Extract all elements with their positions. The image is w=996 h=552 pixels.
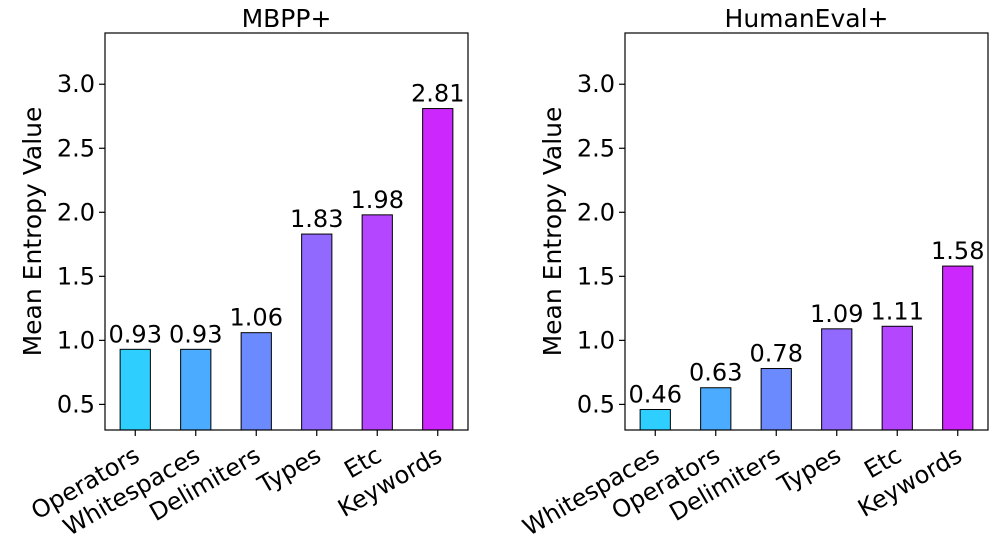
chart-title: HumanEval+ [725,4,889,33]
bar-types [821,328,853,431]
bar-whitespaces [180,348,212,431]
y-tick-label: 0.5 [577,390,615,418]
data-label: 0.63 [689,359,742,387]
bar-types [301,233,333,431]
data-label: 0.93 [109,320,162,348]
y-tick-label: 2.5 [57,134,95,162]
bar-delimiters [760,368,792,431]
y-tick-label: 2.0 [577,198,615,226]
y-tick-label: 3.0 [57,70,95,98]
plot-frame [624,32,989,431]
y-tick-label: 1.0 [577,326,615,354]
y-tick-label: 1.5 [57,262,95,290]
data-label: 1.11 [871,297,924,325]
y-tick-label: 3.0 [577,70,615,98]
y-tick-label: 1.5 [577,262,615,290]
data-label: 0.46 [629,381,682,409]
data-label: 1.09 [810,300,863,328]
data-label: 0.78 [750,340,803,368]
y-tick-label: 2.5 [577,134,615,162]
data-label: 1.06 [230,304,283,332]
plot-frame [104,32,469,431]
data-label: 1.98 [351,186,404,214]
bar-keywords [942,265,974,431]
bar-delimiters [240,332,272,431]
bar-operators [700,387,732,431]
chart-panel-2: 0.51.01.52.02.53.0WhitespacesOperatorsDe… [518,4,989,542]
data-label: 2.81 [411,80,464,108]
y-axis-label: Mean Entropy Value [538,107,567,357]
data-label: 1.83 [290,205,343,233]
bar-operators [119,348,151,431]
y-axis-label: Mean Entropy Value [18,107,47,357]
y-tick-label: 0.5 [57,390,95,418]
bar-whitespaces [639,409,671,431]
x-tick-label-types: Types [772,441,845,500]
chart-title: MBPP+ [242,4,332,33]
y-tick-label: 1.0 [57,326,95,354]
chart-panel-1: 0.51.01.52.02.53.0OperatorsWhitespacesDe… [18,4,469,542]
data-label: 0.93 [169,320,222,348]
bar-etc [881,325,913,431]
x-tick-label-types: Types [252,441,325,500]
y-tick-label: 2.0 [57,198,95,226]
bar-etc [361,214,393,431]
bar-keywords [422,108,454,431]
data-label: 1.58 [931,237,984,265]
